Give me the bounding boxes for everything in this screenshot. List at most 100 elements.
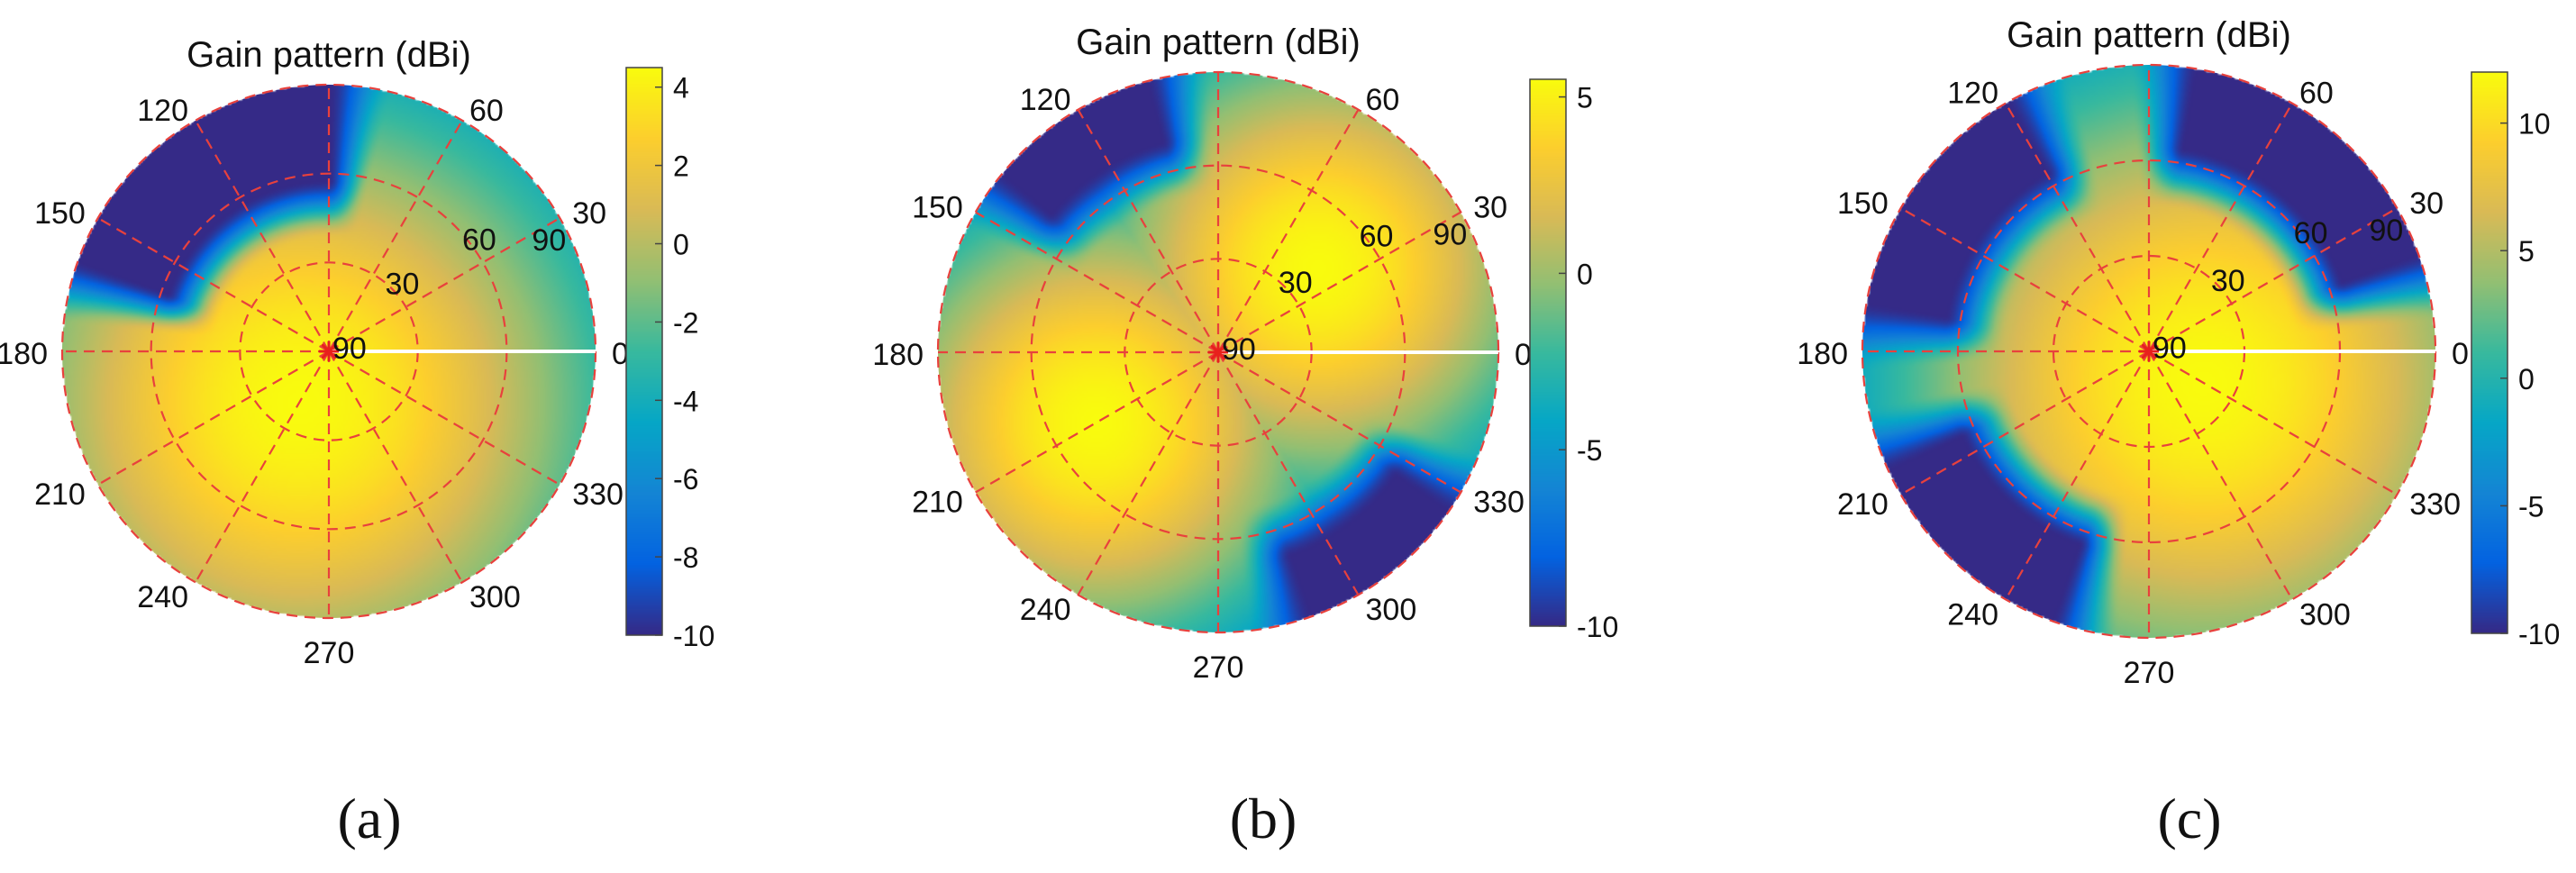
colorbar-tick-label: -4 <box>673 385 698 417</box>
grid-spoke <box>1900 207 2150 352</box>
angle-tick-label: 60 <box>2299 77 2334 111</box>
grid-spoke <box>328 120 463 352</box>
angle-tick-label: 210 <box>912 486 963 520</box>
colorbar-tick-label: -10 <box>1577 611 1618 643</box>
angle-tick-label: 270 <box>304 636 355 670</box>
chart-title: Gain pattern (dBi) <box>2007 15 2291 55</box>
angle-tick-label: 120 <box>1947 77 1998 111</box>
angle-tick-label: 30 <box>1473 191 1507 225</box>
angle-tick-label: 60 <box>469 94 504 128</box>
radial-tick-label: 90 <box>532 223 566 258</box>
grid-spoke <box>97 350 330 486</box>
radial-tick-label: 90 <box>2369 214 2403 248</box>
radial-tick-label: 30 <box>1279 266 1313 300</box>
angle-tick-label: 330 <box>572 477 624 512</box>
angle-tick-label: 240 <box>137 580 188 614</box>
colorbar-tick-label: 4 <box>673 72 689 105</box>
angle-tick-label: 270 <box>2124 656 2175 690</box>
colorbar-tick-label: -2 <box>673 306 698 339</box>
angle-tick-label: 210 <box>34 477 86 512</box>
grid-spoke <box>2148 207 2398 352</box>
grid-spoke <box>2148 103 2293 352</box>
colorbar-frame <box>625 67 663 636</box>
angle-tick-label: 240 <box>1020 593 1071 627</box>
colorbar-gradient <box>626 68 662 635</box>
gain-pattern-panel: Gain pattern (dBi) 0 30 60 90 120 150 180 210 240… <box>872 23 1618 850</box>
radial-tick-label: 90 <box>1433 218 1467 252</box>
angle-tick-label: 300 <box>2299 597 2351 632</box>
panel-label: (c) <box>2157 787 2221 850</box>
grid-spoke <box>195 350 330 583</box>
chart-title: Gain pattern (dBi) <box>187 35 471 75</box>
angle-tick-label: 60 <box>1366 83 1400 117</box>
grid-spoke <box>1217 351 1461 494</box>
angle-tick-label: 330 <box>1473 486 1525 520</box>
colorbar-tick-label: -10 <box>2518 618 2560 650</box>
angle-tick-label: 330 <box>2409 487 2461 522</box>
colorbar-tick-label: 0 <box>2518 363 2535 396</box>
angle-tick-label: 0 <box>1515 338 1532 372</box>
grid-spoke <box>2148 350 2398 496</box>
angle-tick-label: 150 <box>1837 186 1889 221</box>
center-marker <box>1210 344 1226 360</box>
angle-tick-label: 180 <box>0 337 48 371</box>
colorbar-tick-label: -10 <box>673 620 715 652</box>
angle-tick-label: 210 <box>1837 487 1889 522</box>
grid-spoke <box>2005 103 2150 352</box>
panel-label: (b) <box>1230 787 1297 850</box>
colorbar-tick-label: 5 <box>2518 235 2535 268</box>
grid-spoke <box>328 350 560 486</box>
center-marker <box>2141 343 2157 359</box>
colorbar-tick-label: 0 <box>1577 258 1593 290</box>
angle-tick-label: 240 <box>1947 597 1998 632</box>
colorbar-tick-label: -5 <box>1577 434 1602 467</box>
colorbar-gradient <box>1530 79 1566 626</box>
angle-tick-label: 90 <box>2153 332 2187 366</box>
chart-title: Gain pattern (dBi) <box>1076 23 1361 62</box>
colorbar-tick-label: 10 <box>2518 108 2551 141</box>
angle-tick-label: 300 <box>469 580 521 614</box>
angle-tick-label: 300 <box>1366 593 1417 627</box>
angle-tick-label: 0 <box>2452 337 2469 371</box>
angle-tick-label: 150 <box>34 196 86 231</box>
grid-spoke <box>1900 350 2150 496</box>
grid-spoke <box>328 217 560 352</box>
angle-tick-label: 180 <box>872 338 924 372</box>
grid-spoke <box>1217 211 1461 353</box>
angle-tick-label: 120 <box>137 94 188 128</box>
colorbar-frame <box>1529 78 1567 627</box>
grid-spoke <box>1077 351 1219 596</box>
colorbar-tick-label: 2 <box>673 150 689 183</box>
radial-tick-label: 30 <box>2211 264 2245 298</box>
grid-spoke <box>1217 351 1360 596</box>
center-marker <box>321 343 337 359</box>
colorbar-tick-label: -5 <box>2518 490 2544 523</box>
colorbar-frame <box>2471 71 2508 634</box>
angle-tick-label: 30 <box>572 196 606 231</box>
grid-spoke <box>97 217 330 352</box>
colorbar-tick-label: -6 <box>673 463 698 496</box>
angle-tick-label: 120 <box>1020 83 1071 117</box>
radial-tick-label: 60 <box>462 223 496 257</box>
grid-spoke <box>2005 350 2150 600</box>
colorbar-tick-label: -8 <box>673 541 698 574</box>
angle-tick-label: 180 <box>1797 337 1848 371</box>
colorbar-tick-label: 5 <box>1577 82 1593 114</box>
grid-spoke <box>975 211 1219 353</box>
angle-tick-label: 270 <box>1193 650 1244 685</box>
angle-tick-label: 90 <box>332 332 367 366</box>
angle-tick-label: 150 <box>912 191 963 225</box>
colorbar-gradient <box>2471 72 2508 633</box>
angle-tick-label: 90 <box>1222 332 1256 367</box>
grid-spoke <box>2148 350 2293 600</box>
gain-pattern-panel: Gain pattern (dBi) 0 30 60 90 120 150 180 210 240… <box>0 35 715 850</box>
grid-spoke <box>195 120 330 352</box>
gain-pattern-panel: Gain pattern (dBi) 0 30 60 90 120 150 180 210 240… <box>1797 15 2560 850</box>
grid-spoke <box>328 350 463 583</box>
angle-tick-label: 0 <box>612 337 629 371</box>
grid-spoke <box>1217 109 1360 353</box>
grid-spoke <box>1077 109 1219 353</box>
grid-spoke <box>975 351 1219 494</box>
panel-label: (a) <box>337 787 401 850</box>
